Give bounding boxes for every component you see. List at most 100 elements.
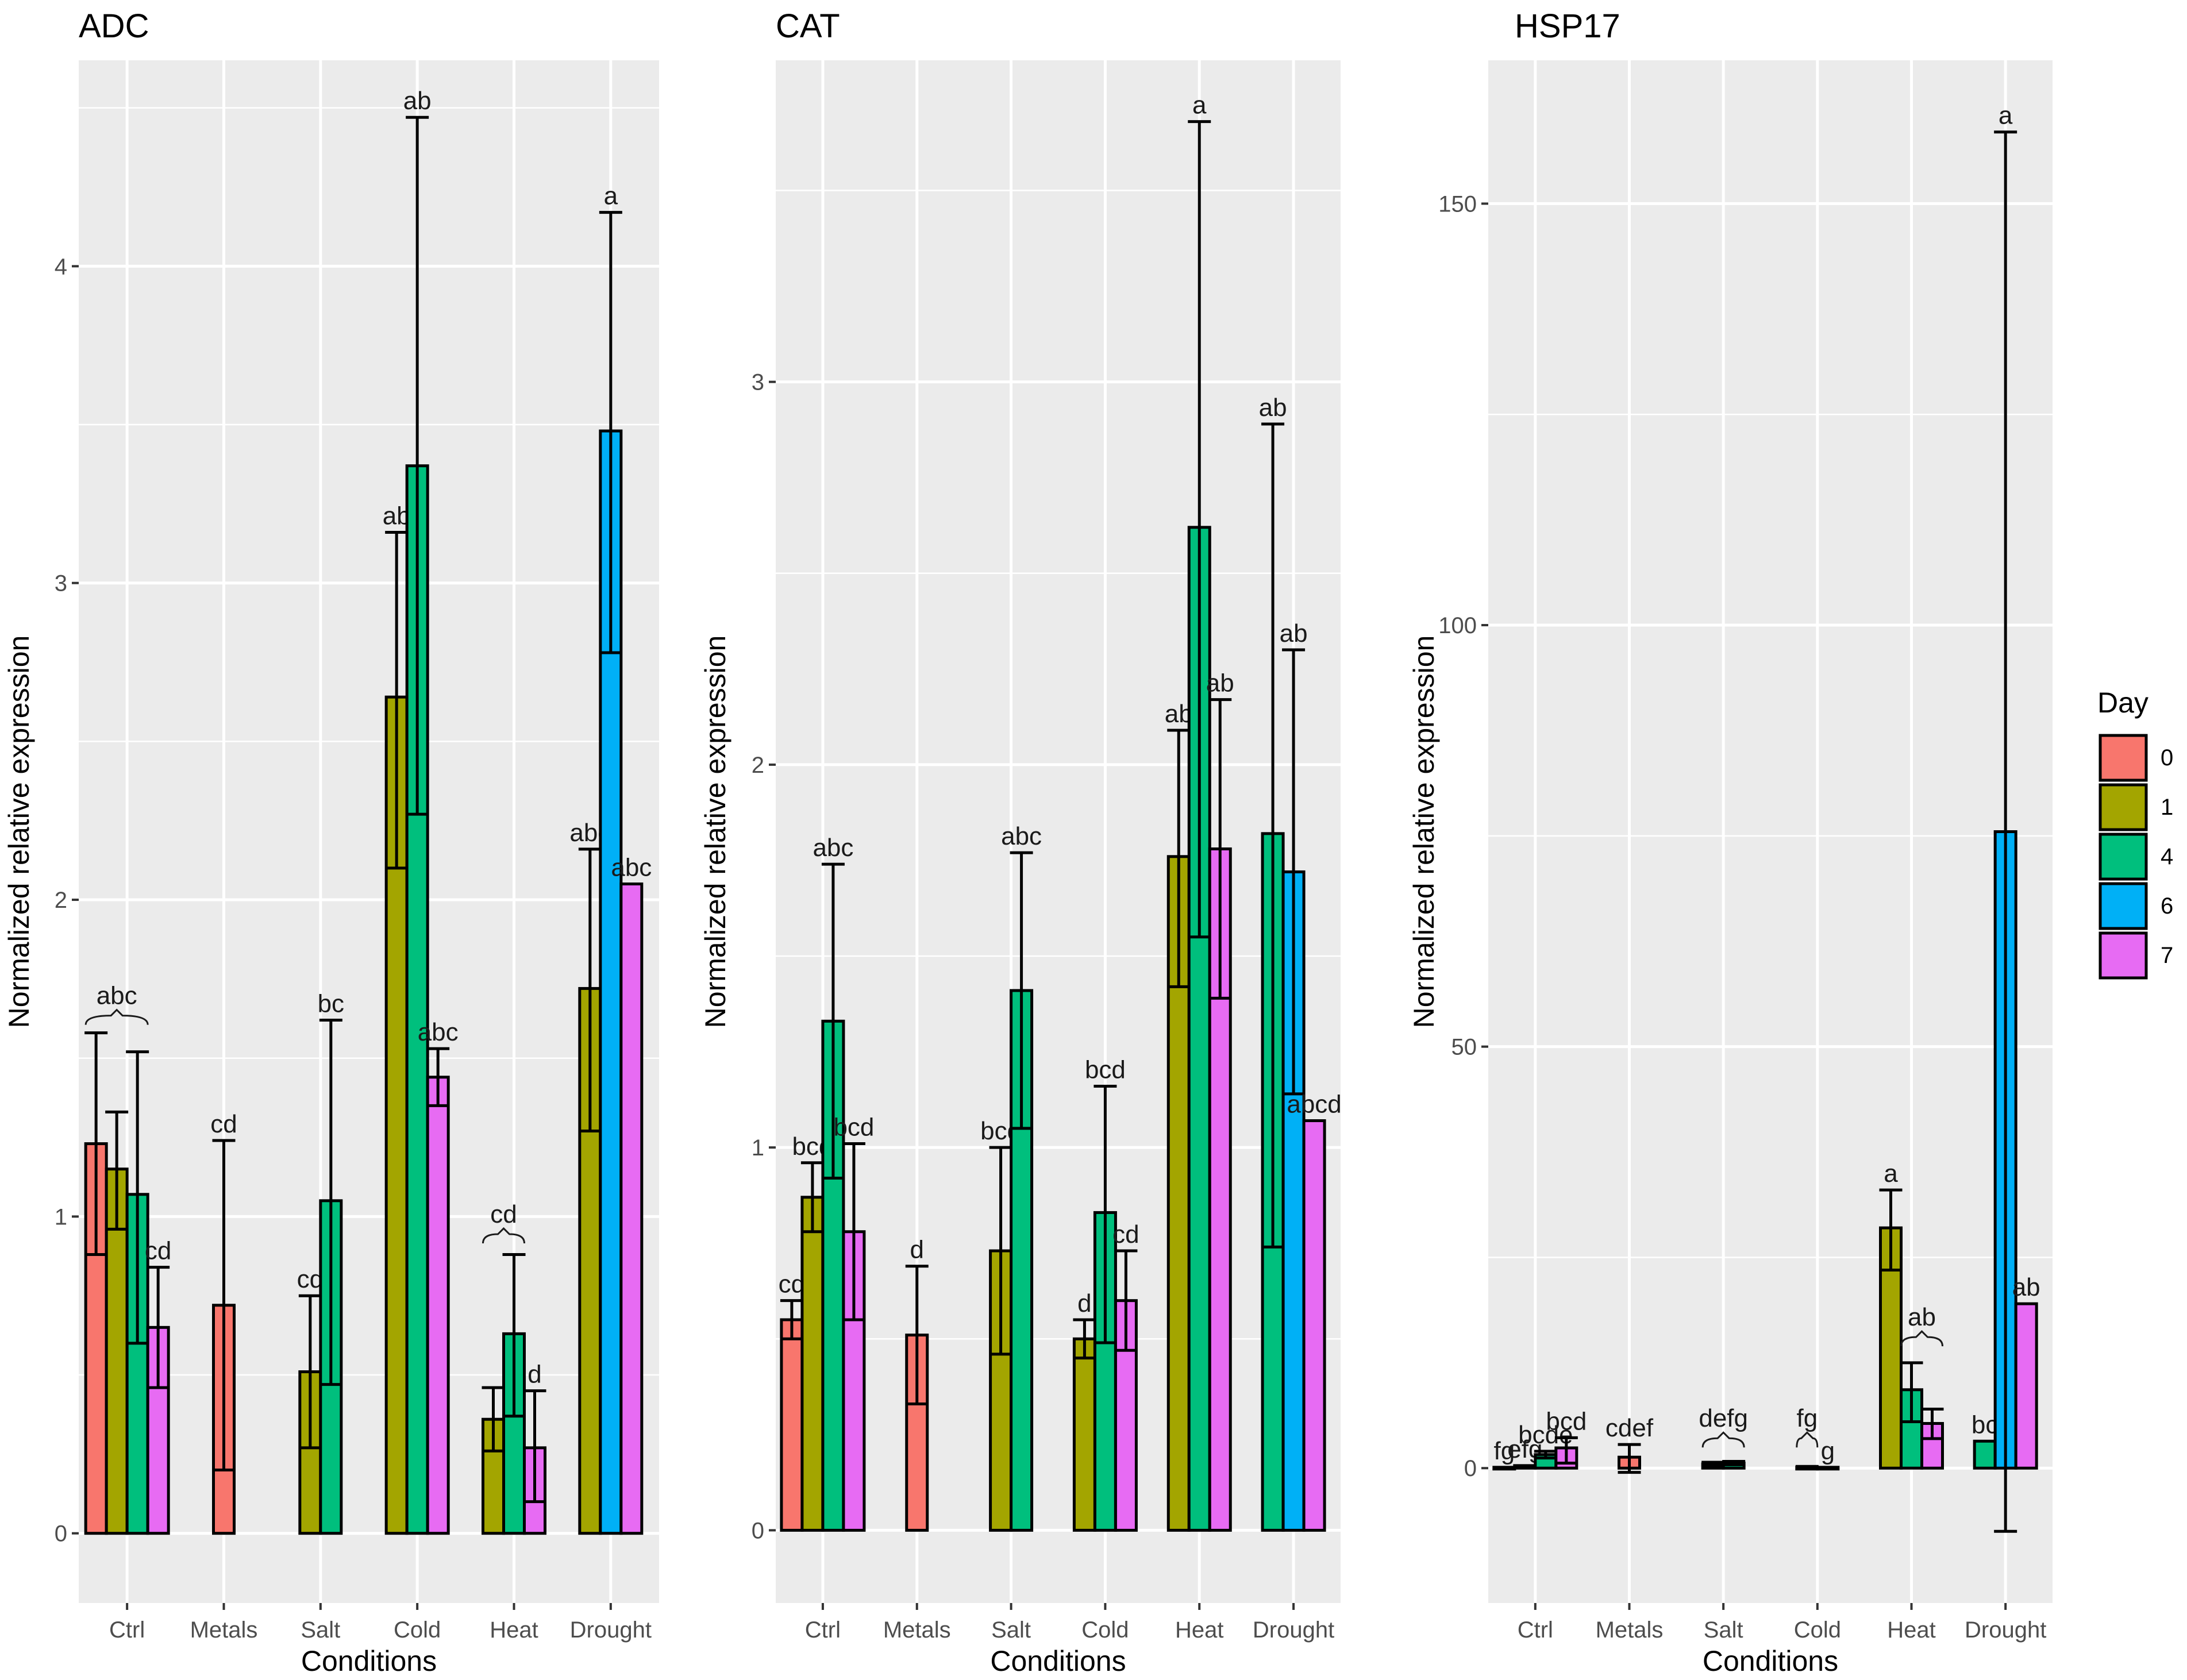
legend-swatch [2099, 833, 2148, 881]
significance-label: cdef [1605, 1414, 1654, 1442]
bar [780, 1318, 804, 1532]
significance-label: bcde [1518, 1421, 1573, 1449]
panel-title: CAT [776, 7, 840, 45]
x-axis-title: Conditions [301, 1645, 437, 1677]
legend-swatch [2099, 783, 2148, 831]
significance-label: d [1077, 1289, 1091, 1317]
significance-label: ab [1259, 394, 1287, 422]
x-tick-label: Cold [394, 1617, 441, 1643]
y-tick-label: 150 [1438, 191, 1477, 217]
significance-label: cd [145, 1237, 171, 1265]
x-tick-label: Salt [301, 1617, 340, 1643]
legend-swatch [2099, 882, 2148, 930]
group-brace [482, 1227, 525, 1244]
legend-swatch [2099, 734, 2148, 782]
group-brace [1796, 1431, 1819, 1448]
x-tick-label: Cold [1081, 1617, 1129, 1643]
panel-background [1488, 60, 2053, 1603]
bar [1072, 1337, 1096, 1532]
x-axis-title: Conditions [990, 1645, 1126, 1677]
group-significance-label: abc [97, 982, 137, 1010]
significance-label: ab [2012, 1273, 2040, 1301]
bar [2014, 1302, 2038, 1470]
y-tick-label: 3 [55, 571, 67, 596]
significance-label: abc [611, 853, 652, 881]
significance-label: cd [210, 1110, 237, 1138]
y-axis-title: Normalized relative expression [1408, 635, 1440, 1028]
y-tick-label: 2 [55, 888, 67, 913]
x-tick-label: Salt [991, 1617, 1031, 1643]
significance-label: a [604, 182, 618, 210]
significance-label: ab [1206, 669, 1234, 698]
y-tick-label: 50 [1451, 1035, 1477, 1060]
x-tick-label: Heat [1887, 1617, 1936, 1643]
bar [1302, 1119, 1326, 1532]
y-axis-title: Normalized relative expression [3, 635, 35, 1028]
significance-label: d [528, 1361, 541, 1389]
significance-label: abc [1001, 822, 1042, 850]
axis-ticks: 0 50 100 150 Ctrl Metals Salt Cold Heat Drought [1438, 191, 2046, 1643]
y-tick-label: 2 [752, 753, 764, 778]
legend-swatch [2099, 931, 2148, 980]
significance-label: g [1821, 1437, 1835, 1465]
legend-items: 0 1 4 6 7 [2099, 734, 2173, 980]
x-tick-label: Ctrl [1518, 1617, 1553, 1643]
x-tick-label: Drought [570, 1617, 652, 1643]
y-tick-label: 0 [1464, 1456, 1477, 1481]
significance-label: bc [1972, 1411, 1998, 1439]
significance-label: bcd [1546, 1407, 1587, 1435]
legend-label: 0 [2161, 745, 2173, 770]
bar [426, 1076, 450, 1535]
panel-background [776, 60, 1341, 1603]
significance-label: ab [403, 87, 432, 115]
significance-label: bc [318, 990, 344, 1018]
y-tick-label: 1 [55, 1204, 67, 1230]
significance-label: d [910, 1236, 924, 1264]
legend-label: 7 [2161, 943, 2173, 968]
group-significance-label: ab [1908, 1303, 1936, 1331]
y-tick-label: 0 [55, 1521, 67, 1547]
legend-label: 4 [2161, 844, 2173, 869]
significance-label: bcd [833, 1113, 874, 1141]
significance-label: cd [1112, 1220, 1139, 1249]
group-significance-label: cd [490, 1200, 517, 1228]
significance-label: ab [1280, 619, 1308, 648]
x-tick-label: Heat [490, 1617, 538, 1643]
significance-label: abc [813, 834, 853, 862]
bar [619, 882, 644, 1535]
bar [405, 464, 429, 1535]
significance-label: a [1192, 91, 1207, 120]
group-significance-label: defg [1699, 1404, 1748, 1432]
x-tick-label: Metals [1596, 1617, 1664, 1643]
y-tick-label: 1 [752, 1135, 764, 1161]
y-tick-label: 0 [752, 1518, 764, 1543]
legend: Day 0 1 4 6 7 [2097, 687, 2173, 980]
significance-label: bcd [1085, 1056, 1126, 1084]
group-brace [1900, 1330, 1943, 1347]
significance-label: abcd [1287, 1091, 1341, 1119]
x-tick-label: Ctrl [805, 1617, 841, 1643]
bar [1816, 1466, 1840, 1471]
legend-label: 6 [2161, 893, 2173, 919]
significance-label: a [1884, 1159, 1898, 1188]
group-brace [84, 1008, 149, 1025]
x-tick-label: Drought [1965, 1617, 2046, 1643]
y-axis-title: Normalized relative expression [699, 635, 731, 1028]
x-tick-label: Cold [1794, 1617, 1841, 1643]
significance-label: cd [297, 1265, 324, 1293]
group-brace [1701, 1431, 1745, 1448]
axis-ticks: 0 1 2 3 Ctrl Metals Salt Cold Heat Drought [752, 370, 1334, 1643]
x-tick-label: Heat [1175, 1617, 1224, 1643]
bar [800, 1196, 825, 1532]
bar [1513, 1464, 1537, 1470]
x-tick-label: Salt [1704, 1617, 1743, 1643]
bar [1492, 1466, 1516, 1471]
y-tick-label: 100 [1438, 613, 1477, 638]
significance-label: fg [1493, 1437, 1515, 1465]
significance-label: cd [779, 1270, 805, 1298]
